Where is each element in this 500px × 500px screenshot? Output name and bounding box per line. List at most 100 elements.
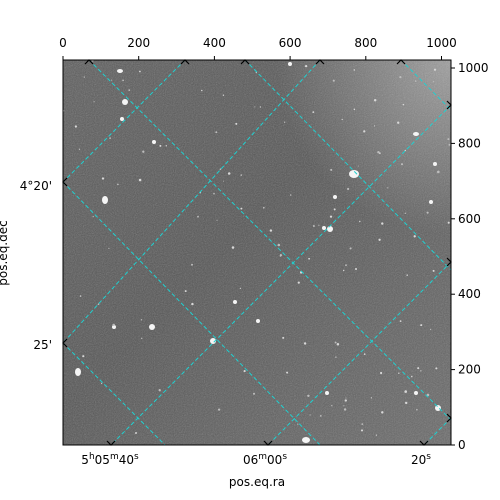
y-pixel-tick-label: 600 bbox=[458, 212, 481, 226]
faint-star bbox=[349, 247, 352, 250]
x-pixel-tick-label: 400 bbox=[203, 36, 226, 50]
faint-star bbox=[373, 125, 376, 127]
faint-star bbox=[332, 79, 335, 82]
faint-star bbox=[239, 287, 242, 289]
x-pixel-tick-label: 0 bbox=[59, 36, 67, 50]
faint-star bbox=[109, 137, 111, 139]
star bbox=[112, 325, 116, 329]
faint-star bbox=[333, 208, 336, 211]
faint-star bbox=[399, 320, 402, 322]
star bbox=[117, 69, 123, 73]
faint-star bbox=[381, 411, 384, 414]
wcs-tick-mark bbox=[446, 100, 452, 110]
faint-star bbox=[227, 172, 231, 175]
faint-star bbox=[416, 408, 418, 411]
faint-star bbox=[363, 130, 366, 133]
faint-star bbox=[432, 81, 435, 83]
faint-star bbox=[262, 206, 265, 209]
faint-star bbox=[101, 177, 105, 180]
wcs-tick-mark bbox=[84, 59, 94, 65]
faint-star bbox=[191, 263, 193, 266]
faint-star bbox=[304, 64, 308, 68]
faint-star bbox=[353, 108, 356, 111]
faint-star bbox=[329, 215, 333, 218]
wcs-tick-mark bbox=[446, 257, 452, 267]
faint-star bbox=[286, 371, 289, 374]
star bbox=[333, 195, 337, 199]
faint-star bbox=[138, 178, 142, 182]
faint-star bbox=[373, 99, 377, 102]
faint-star bbox=[259, 106, 262, 108]
y-pixel-tick-label: 0 bbox=[458, 438, 466, 452]
star bbox=[120, 117, 124, 121]
faint-star bbox=[402, 103, 405, 106]
grid-line bbox=[400, 60, 451, 111]
grid-line bbox=[267, 261, 451, 445]
faint-star bbox=[216, 219, 218, 221]
grid-line bbox=[244, 60, 451, 271]
faint-star bbox=[135, 432, 137, 434]
faint-star bbox=[334, 341, 337, 344]
faint-star bbox=[357, 165, 359, 167]
x-pixel-tick-label: 200 bbox=[127, 36, 150, 50]
faint-star bbox=[312, 225, 315, 227]
faint-star bbox=[117, 183, 119, 186]
faint-star bbox=[417, 367, 420, 370]
faint-star bbox=[370, 397, 372, 399]
faint-star bbox=[191, 302, 194, 306]
faint-star bbox=[398, 372, 400, 374]
faint-star bbox=[335, 356, 337, 358]
dec-tick-label: 4°20' bbox=[20, 179, 52, 193]
faint-star bbox=[331, 405, 333, 407]
faint-star bbox=[379, 152, 381, 154]
faint-star bbox=[381, 222, 384, 225]
star bbox=[302, 437, 310, 443]
faint-star bbox=[252, 392, 256, 395]
faint-star bbox=[361, 423, 364, 425]
star bbox=[210, 338, 216, 344]
faint-star bbox=[345, 264, 347, 266]
faint-star bbox=[312, 111, 315, 113]
faint-star bbox=[128, 89, 130, 91]
x-pixel-tick-label: 800 bbox=[354, 36, 377, 50]
star bbox=[429, 200, 433, 204]
star bbox=[435, 405, 441, 411]
grid-line bbox=[110, 104, 451, 445]
faint-star bbox=[309, 414, 311, 416]
wcs-tick-mark bbox=[446, 413, 452, 423]
faint-star bbox=[397, 121, 400, 124]
dec-tick-label: 25' bbox=[33, 338, 52, 352]
faint-star bbox=[433, 68, 437, 71]
faint-star bbox=[78, 148, 81, 150]
faint-star bbox=[347, 187, 350, 191]
star bbox=[325, 391, 329, 395]
faint-star bbox=[400, 163, 404, 166]
faint-star bbox=[213, 192, 215, 195]
faint-star bbox=[111, 79, 113, 81]
pixel-axis-ticks: 0 200 400 600 800 1000 0 200 400 600 800 1000 bbox=[59, 36, 488, 452]
faint-star bbox=[308, 257, 310, 260]
faint-star bbox=[197, 215, 199, 218]
y-pixel-tick-label: 200 bbox=[458, 363, 481, 377]
faint-star bbox=[303, 342, 307, 345]
star bbox=[322, 226, 326, 230]
wcs-tick-mark bbox=[240, 59, 250, 65]
wcs-tick-mark bbox=[180, 59, 190, 65]
faint-star bbox=[297, 281, 300, 284]
faint-star bbox=[404, 401, 408, 405]
star bbox=[152, 140, 156, 144]
faint-star bbox=[429, 328, 432, 331]
ra-tick-label: 06m00s bbox=[243, 452, 287, 467]
faint-star bbox=[282, 336, 285, 339]
faint-star bbox=[215, 131, 218, 134]
star bbox=[414, 391, 418, 395]
faint-star bbox=[307, 394, 310, 398]
star bbox=[102, 196, 108, 204]
faint-star bbox=[122, 79, 124, 82]
wcs-tick-mark bbox=[62, 177, 68, 187]
faint-star bbox=[108, 247, 110, 249]
star bbox=[433, 162, 437, 166]
faint-star bbox=[240, 174, 242, 176]
faint-star bbox=[165, 145, 167, 147]
